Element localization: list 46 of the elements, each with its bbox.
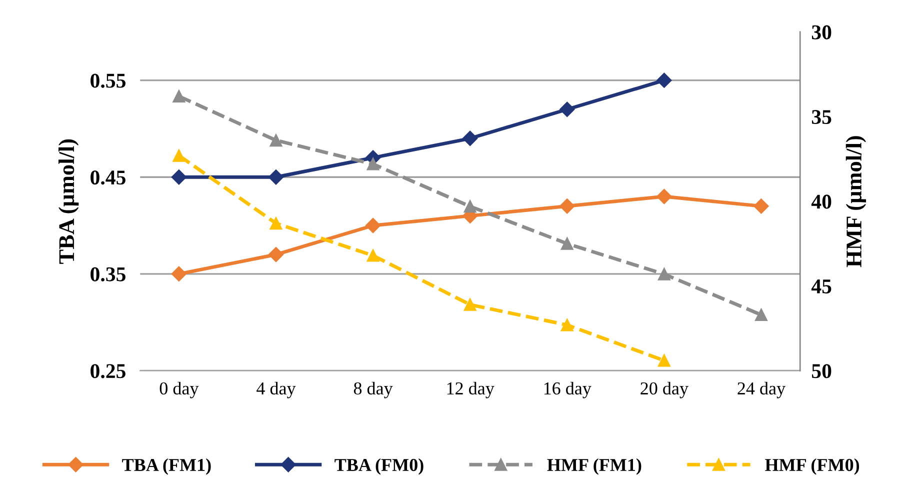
- legend-label: HMF (FM1): [547, 458, 642, 475]
- x-tick-label: 16 day: [544, 382, 592, 398]
- point: [754, 198, 769, 214]
- point: [658, 268, 670, 280]
- x-tick-label: 4 day: [256, 382, 296, 398]
- y-tick-label: 0.55: [90, 74, 126, 88]
- y-axis-title: TBA (µmol/l): [58, 139, 79, 264]
- point: [366, 158, 380, 170]
- point: [754, 308, 768, 322]
- point: [656, 72, 672, 88]
- y-tick-label: 0.25: [90, 364, 126, 378]
- y-tick-label: 0.35: [90, 267, 126, 282]
- point: [268, 246, 284, 262]
- point: [172, 149, 186, 162]
- y2-tick-label: 50: [812, 364, 832, 378]
- y2-tick-label: 30: [812, 25, 832, 40]
- y2-tick-label: 45: [811, 280, 832, 294]
- y2-axis-title: HMF (µmol/l): [846, 136, 866, 268]
- legend-label: TBA (FM0): [334, 458, 424, 475]
- point: [171, 266, 187, 282]
- point: [656, 188, 672, 204]
- x-tick-label: 8 day: [354, 382, 393, 398]
- point: [462, 130, 478, 146]
- point: [464, 200, 476, 213]
- point: [172, 90, 186, 103]
- point: [270, 217, 282, 230]
- point: [560, 237, 574, 250]
- point: [560, 102, 575, 117]
- legend-label: HMF (FM0): [765, 458, 860, 475]
- legend-label: TBA (FM1): [122, 458, 211, 475]
- x-tick-label: 12 day: [447, 382, 494, 398]
- y-tick-label: 0.45: [90, 170, 126, 185]
- point: [560, 318, 574, 332]
- point: [560, 198, 575, 214]
- point: [171, 170, 187, 185]
- y2-tick-label: 40: [811, 194, 832, 209]
- point: [270, 134, 282, 147]
- y2-tick-label: 35: [812, 110, 832, 124]
- point: [268, 170, 284, 185]
- point: [366, 249, 380, 262]
- point: [365, 218, 381, 234]
- x-tick-label: 20 day: [640, 382, 688, 398]
- point: [658, 354, 670, 367]
- point: [464, 298, 476, 311]
- x-tick-label: 0 day: [160, 382, 199, 398]
- x-tick-label: 24 day: [738, 382, 786, 398]
